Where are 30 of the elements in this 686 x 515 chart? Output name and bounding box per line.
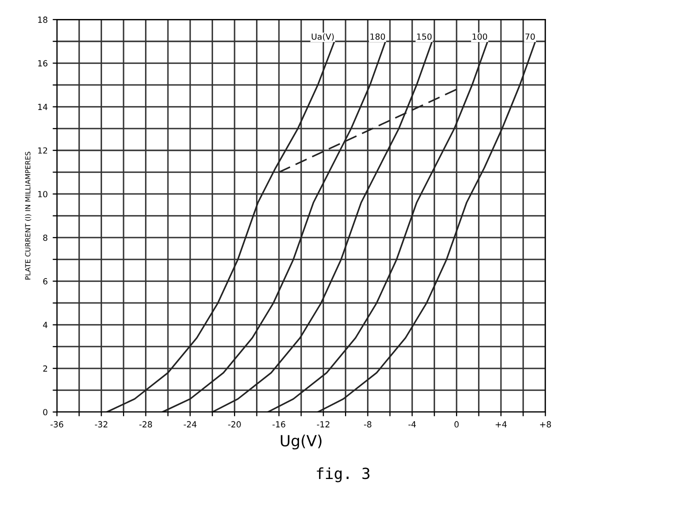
caption: fig. 3 (316, 467, 370, 482)
x-tick-label: -16 (272, 421, 286, 428)
y-tick-label: 14 (38, 104, 48, 110)
series-label: Ua(V) (312, 33, 334, 41)
y-tick-label: 0 (43, 408, 48, 416)
x-tick-label: -8 (364, 421, 372, 428)
x-tick-label: -20 (228, 421, 241, 428)
y-tick-label: 18 (38, 16, 48, 23)
series-label: 150 (417, 33, 432, 40)
y-tick-label: 16 (38, 60, 48, 66)
y-tick-label: 6 (43, 278, 48, 284)
x-tick-label: -12 (316, 421, 330, 428)
y-tick-label: 12 (38, 147, 48, 154)
y-tick-label: 10 (38, 190, 48, 198)
x-tick-label: 0 (454, 421, 459, 428)
y-tick-label: 8 (43, 234, 48, 241)
x-tick-label: -4 (408, 421, 416, 428)
x-tick-label: -32 (94, 421, 108, 428)
y-tick-label: 4 (43, 322, 48, 328)
line-series (317, 40, 536, 412)
series-label: 70 (525, 33, 535, 40)
series-label: 100 (472, 33, 488, 40)
x-tick-label: -36 (50, 421, 64, 428)
series-label: 180 (370, 33, 385, 40)
y-tick-label: 2 (43, 365, 48, 372)
x-tick-label: -24 (184, 421, 196, 428)
x-axis-title: Ug(V) (280, 434, 322, 450)
x-tick-label: -28 (139, 421, 152, 428)
x-tick-label: +8 (540, 421, 551, 428)
x-tick-label: +4 (496, 421, 507, 428)
